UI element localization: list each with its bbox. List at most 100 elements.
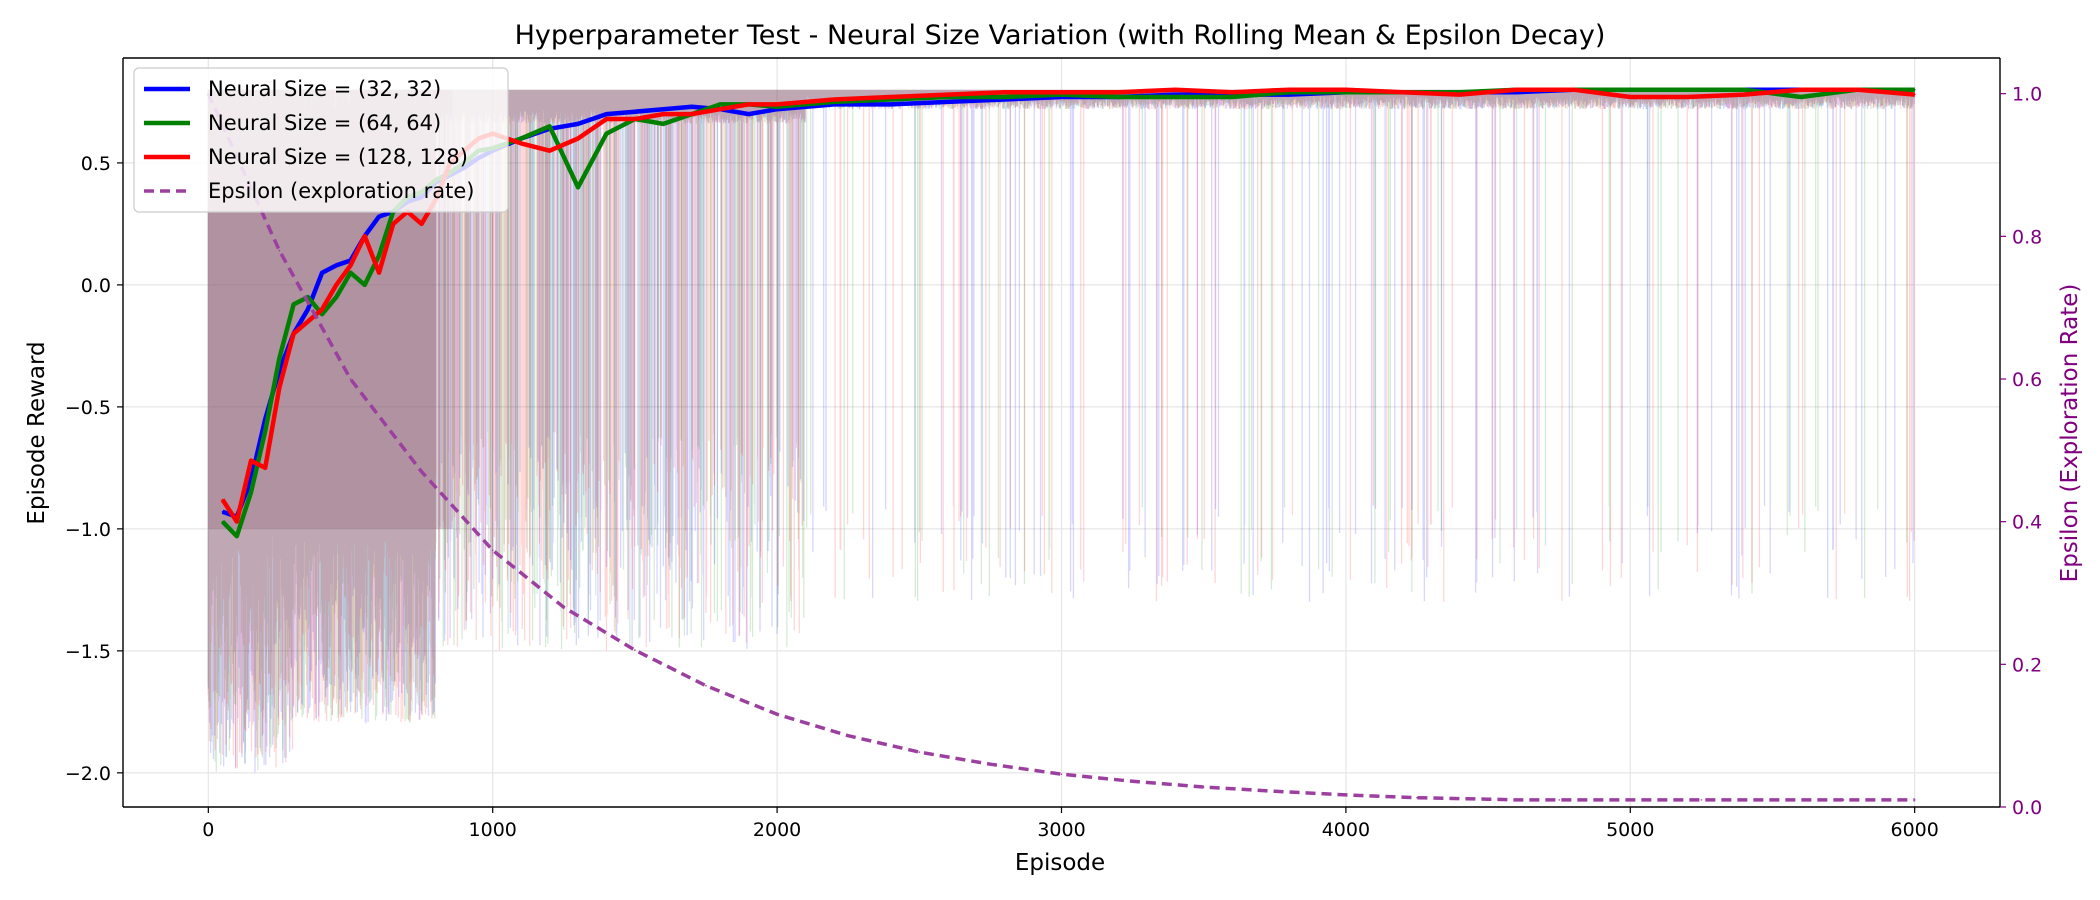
data-point <box>520 142 522 145</box>
data-point <box>918 751 921 753</box>
data-point <box>1515 799 1518 801</box>
data-point <box>420 223 423 225</box>
data-point <box>1487 798 1489 800</box>
data-point <box>1345 88 1347 91</box>
data-point <box>634 118 636 120</box>
legend: Neural Size = (32, 32) Neural Size = (64,… <box>133 67 509 213</box>
y2-tick-label: 0.8 <box>2012 226 2042 248</box>
data-point <box>605 113 608 115</box>
data-point <box>662 123 665 125</box>
data-point <box>1629 88 1632 91</box>
data-point <box>378 271 380 274</box>
y-tick-label: 0.5 <box>81 153 111 175</box>
data-point <box>491 549 494 551</box>
x-tick-label: 1000 <box>469 819 517 841</box>
data-point <box>392 223 395 225</box>
x-tick-label: 0 <box>202 819 214 841</box>
data-point <box>634 649 636 651</box>
x-tick-label: 3000 <box>1037 819 1085 841</box>
data-point <box>1771 799 1774 801</box>
data-point <box>378 215 380 218</box>
y-tick-label: −0.5 <box>65 397 111 419</box>
grid-layer <box>123 58 2000 807</box>
y-axis-label: Episode Reward <box>24 341 50 524</box>
data-point <box>1686 88 1688 91</box>
data-point <box>605 118 608 120</box>
data-point <box>1857 88 1859 91</box>
data-point <box>278 249 281 252</box>
data-point <box>1060 91 1063 93</box>
data-point <box>307 308 309 311</box>
data-point <box>349 264 352 267</box>
data-point <box>577 137 579 140</box>
data-point <box>420 470 423 473</box>
y2-tick-label: 1.0 <box>2012 84 2042 106</box>
data-point <box>1131 780 1134 783</box>
data-point <box>747 103 750 106</box>
y2-tick-label: 0.4 <box>2012 512 2042 534</box>
y2-tick-label: 0.2 <box>2012 654 2042 676</box>
data-point <box>1288 88 1290 91</box>
data-point <box>349 271 352 274</box>
data-point <box>1800 88 1802 91</box>
data-point <box>335 296 338 298</box>
data-point <box>719 108 721 110</box>
legend-label: Epsilon (exploration rate) <box>208 179 474 203</box>
legend-label: Neural Size = (128, 128) <box>208 145 468 169</box>
data-point <box>705 684 707 687</box>
data-point <box>378 254 380 257</box>
data-point <box>1842 799 1845 801</box>
data-point <box>847 734 849 737</box>
data-point <box>1629 799 1632 801</box>
legend-items: Neural Size = (32, 32) Neural Size = (64,… <box>144 77 474 203</box>
data-point <box>250 459 252 462</box>
data-point <box>605 132 608 135</box>
data-point <box>363 235 366 237</box>
data-point <box>1558 799 1560 801</box>
data-point <box>1913 93 1916 96</box>
data-point <box>264 430 267 433</box>
y-tick-label: −2.0 <box>65 763 111 785</box>
data-point <box>1060 773 1063 775</box>
series-line-3 <box>220 87 1915 524</box>
data-point <box>1686 96 1688 98</box>
y2-axis-label: Epsilon (Exploration Rate) <box>2057 284 2083 583</box>
data-point <box>1231 91 1233 93</box>
data-point <box>321 271 323 274</box>
data-point <box>1458 93 1461 96</box>
data-point <box>1003 91 1006 93</box>
data-point <box>634 110 636 113</box>
data-point <box>833 98 835 101</box>
legend-frame <box>133 67 509 213</box>
data-point <box>776 713 778 716</box>
data-point <box>1743 93 1745 96</box>
data-point <box>890 103 892 106</box>
data-point <box>747 113 750 115</box>
data-point <box>776 103 778 106</box>
data-point <box>292 332 295 335</box>
data-point <box>1416 796 1418 799</box>
data-point <box>335 284 338 286</box>
data-point <box>363 284 366 286</box>
data-point <box>1174 96 1177 98</box>
data-point <box>1800 96 1802 98</box>
data-point <box>691 113 693 115</box>
data-point <box>292 303 295 306</box>
x-axis-label: Episode <box>1015 850 1105 876</box>
data-point <box>321 308 323 311</box>
data-point <box>221 498 224 501</box>
data-point <box>662 113 665 115</box>
data-point <box>1515 88 1518 91</box>
y-tick-label: −1.0 <box>65 519 111 541</box>
data-point <box>1202 786 1205 788</box>
data-point <box>1231 96 1233 98</box>
data-point <box>520 137 522 140</box>
data-point <box>236 520 238 523</box>
data-point <box>1174 88 1177 91</box>
x-tick-label: 6000 <box>1891 819 1939 841</box>
data-point <box>250 491 252 494</box>
data-point <box>307 296 309 298</box>
data-point <box>321 313 323 316</box>
data-point <box>1629 96 1632 98</box>
